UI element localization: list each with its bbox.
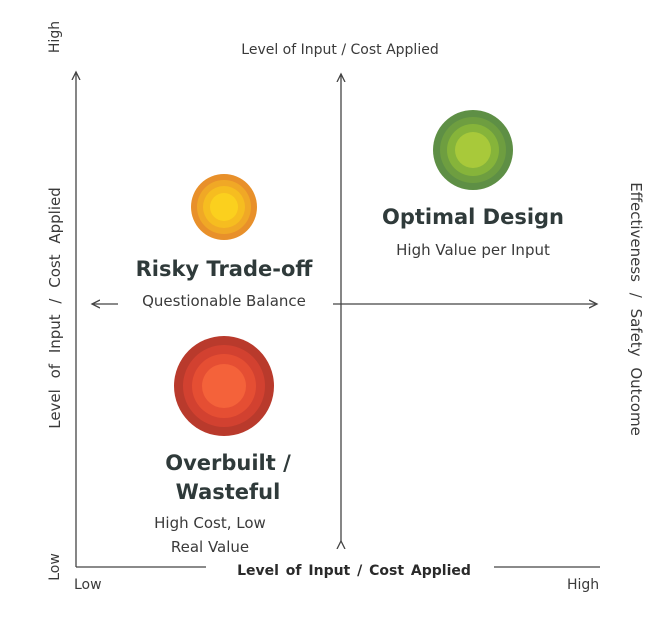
overbuilt-indicator-icon: [174, 336, 274, 436]
overbuilt-subtitle-line2: Real Value: [170, 538, 250, 556]
optimal-subtitle: High Value per Input: [396, 241, 550, 259]
top-axis-label: Level of Input / Cost Applied: [241, 42, 439, 58]
right-axis-label: Effectiveness / Safety Outcome: [627, 182, 645, 436]
overbuilt-title-line1: Overbuilt /: [165, 451, 291, 475]
risky-indicator-icon: [191, 174, 257, 240]
y-axis-high-label: High: [47, 20, 63, 54]
x-axis-low-label: Low: [74, 577, 102, 593]
optimal-title: Optimal Design: [381, 205, 565, 229]
overbuilt-title-line2: Wasteful: [175, 480, 281, 504]
left-axis-label: Level of Input / Cost Applied: [46, 187, 64, 429]
overbuilt-subtitle-line1: High Cost, Low: [154, 514, 266, 532]
bottom-axis-label: Level of Input / Cost Applied: [226, 563, 482, 579]
x-axis-high-label: High: [567, 577, 600, 593]
y-axis-low-label: Low: [47, 553, 63, 581]
risky-title: Risky Trade-off: [135, 257, 313, 281]
optimal-indicator-icon: [433, 110, 513, 190]
risky-subtitle: Questionable Balance: [142, 292, 306, 310]
